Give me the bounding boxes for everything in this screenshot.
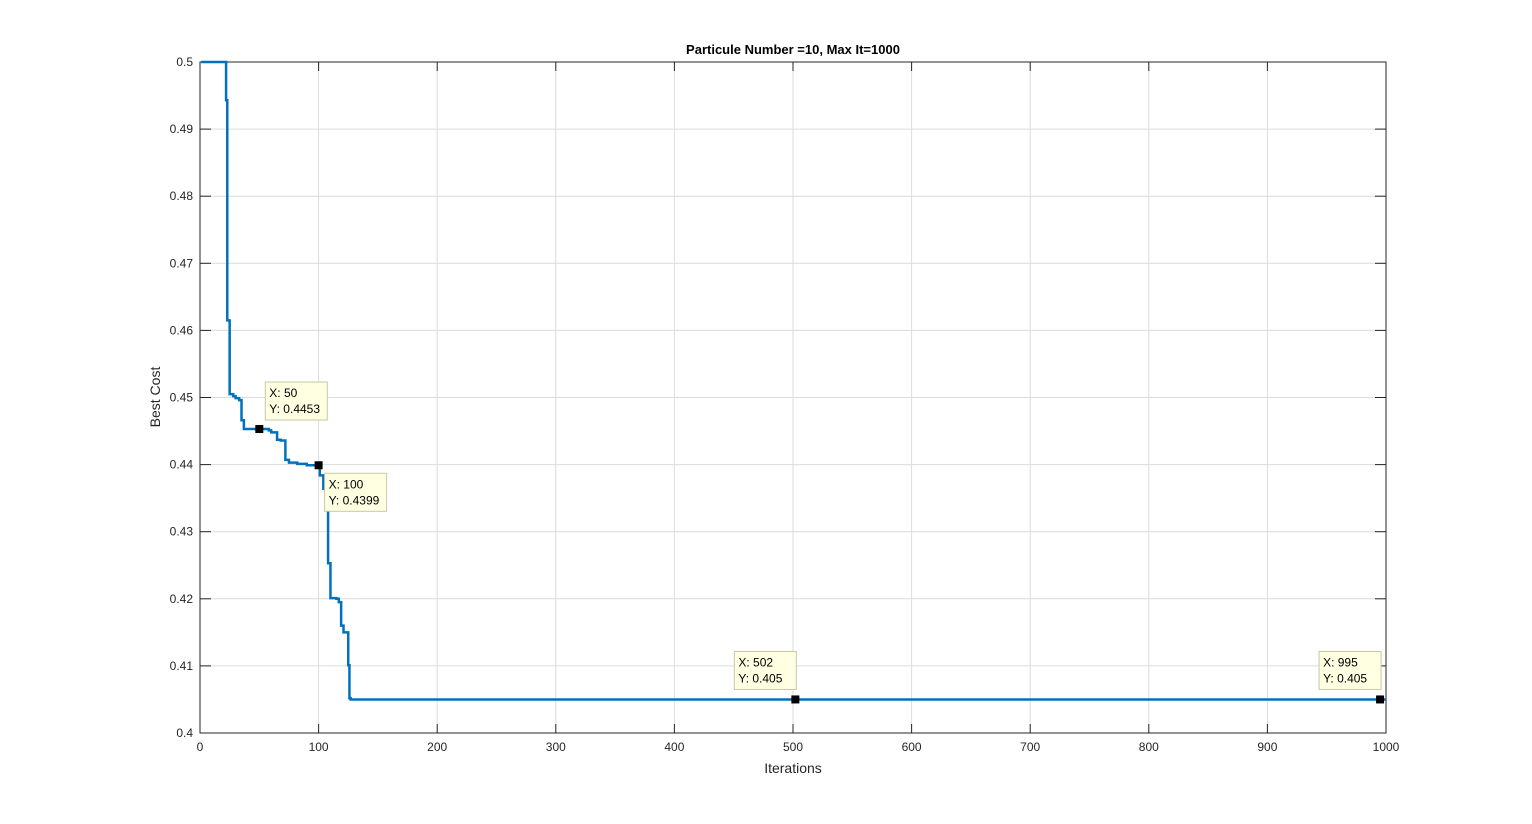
x-tick-label: 500 <box>783 740 803 754</box>
y-tick-label: 0.47 <box>170 256 194 270</box>
y-tick-label: 0.42 <box>170 592 194 606</box>
datatip[interactable]: X: 100 Y: 0.4399 <box>314 461 388 512</box>
y-tick-label: 0.44 <box>170 458 194 472</box>
datatip-y-label: Y: 0.4453 <box>269 402 320 416</box>
datatip[interactable]: X: 502 Y: 0.405 <box>733 650 800 704</box>
x-tick-label: 100 <box>309 740 329 754</box>
x-tick-label: 0 <box>197 740 204 754</box>
y-tick-label: 0.45 <box>170 391 194 405</box>
x-tick-label: 600 <box>902 740 922 754</box>
datatip-y-label: Y: 0.4399 <box>329 493 380 507</box>
datatip-box <box>324 472 388 512</box>
datatip-x-label: X: 995 <box>1323 655 1358 669</box>
x-tick-label: 800 <box>1139 740 1159 754</box>
y-tick-label: 0.48 <box>170 189 194 203</box>
y-tick-label: 0.49 <box>170 122 194 136</box>
datatip-box <box>733 650 797 690</box>
x-tick-label: 200 <box>427 740 447 754</box>
datatip[interactable]: X: 995 Y: 0.405 <box>1318 650 1385 704</box>
datatip-marker[interactable] <box>791 695 800 704</box>
y-tick-label: 0.41 <box>170 659 194 673</box>
y-tick-label: 0.46 <box>170 323 194 337</box>
data-tips[interactable]: X: 50 Y: 0.4453 X: 100 Y: 0.4399 X: 502 Y: 0.… <box>255 381 1385 704</box>
datatip-x-label: X: 50 <box>269 386 297 400</box>
datatip-y-label: Y: 0.405 <box>1323 671 1367 685</box>
y-tick-label: 0.4 <box>176 726 193 740</box>
y-axis-label: Best Cost <box>147 367 163 428</box>
best-cost-line <box>201 60 1386 701</box>
datatip[interactable]: X: 50 Y: 0.4453 <box>255 381 328 434</box>
x-axis-label: Iterations <box>764 760 822 776</box>
x-tick-label: 900 <box>1257 740 1277 754</box>
datatip-box <box>1318 650 1382 690</box>
x-tick-label: 1000 <box>1373 740 1400 754</box>
datatip-marker[interactable] <box>1376 695 1385 704</box>
axis-ticks <box>199 61 1387 734</box>
datatip-y-label: Y: 0.405 <box>738 671 782 685</box>
datatip-x-label: X: 100 <box>329 477 364 491</box>
x-tick-labels: 0 100 200 300 400 500 600 700 800 900 1000 <box>197 740 1400 754</box>
x-tick-label: 300 <box>546 740 566 754</box>
y-tick-labels: 0.4 0.41 0.42 0.43 0.44 0.45 0.46 0.47 0.48 0.49 0… <box>170 55 194 740</box>
datatip-x-label: X: 502 <box>738 655 773 669</box>
x-tick-label: 700 <box>1020 740 1040 754</box>
datatip-marker[interactable] <box>314 461 323 470</box>
datatip-marker[interactable] <box>255 425 264 434</box>
x-tick-label: 400 <box>664 740 684 754</box>
y-tick-label: 0.43 <box>170 525 194 539</box>
datatip-box <box>264 381 328 421</box>
chart-title: Particule Number =10, Max It=1000 <box>686 42 900 57</box>
y-tick-label: 0.5 <box>176 55 193 69</box>
